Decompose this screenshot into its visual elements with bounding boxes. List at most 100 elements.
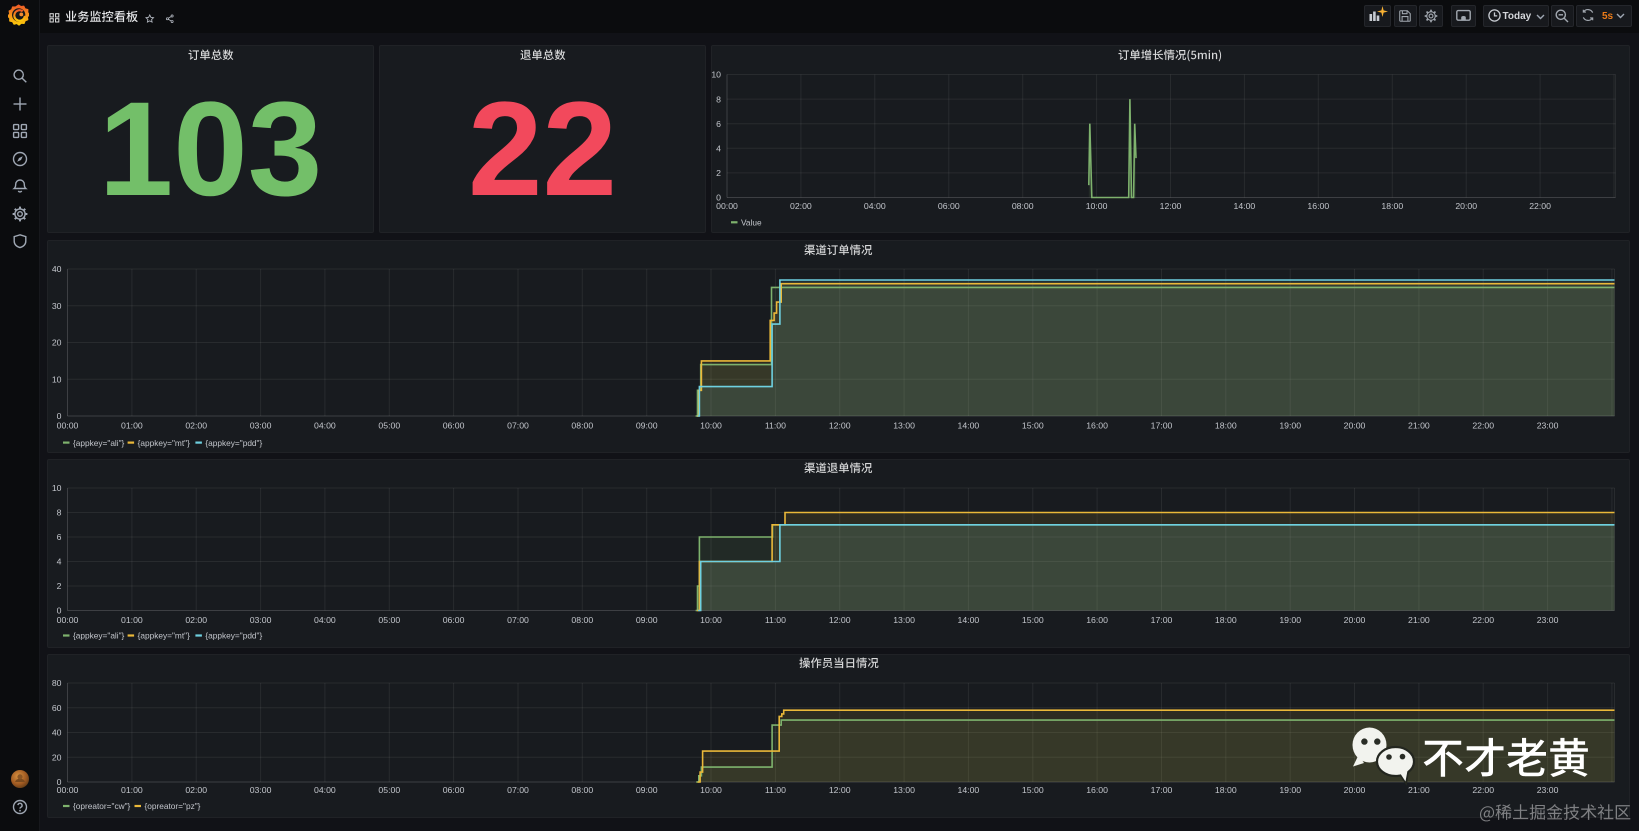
svg-text:16:00: 16:00 — [1086, 421, 1108, 431]
svg-text:20: 20 — [52, 338, 62, 348]
svg-text:02:00: 02:00 — [790, 201, 812, 211]
svg-text:02:00: 02:00 — [185, 421, 207, 431]
svg-text:6: 6 — [57, 532, 62, 542]
svg-text:17:00: 17:00 — [1151, 785, 1173, 795]
svg-text:20:00: 20:00 — [1344, 615, 1366, 625]
svg-text:16:00: 16:00 — [1086, 785, 1108, 795]
svg-text:11:00: 11:00 — [765, 421, 786, 431]
svg-text:09:00: 09:00 — [636, 615, 658, 625]
svg-text:18:00: 18:00 — [1215, 785, 1237, 795]
svg-text:14:00: 14:00 — [958, 615, 980, 625]
svg-text:4: 4 — [716, 144, 721, 154]
svg-text:08:00: 08:00 — [571, 421, 593, 431]
svg-text:19:00: 19:00 — [1279, 421, 1301, 431]
svg-text:10: 10 — [711, 70, 721, 80]
svg-text:18:00: 18:00 — [1215, 615, 1237, 625]
svg-text:07:00: 07:00 — [507, 421, 529, 431]
svg-text:0: 0 — [57, 606, 62, 616]
svg-text:6: 6 — [716, 119, 721, 129]
svg-text:03:00: 03:00 — [250, 615, 272, 625]
svg-text:01:00: 01:00 — [121, 785, 143, 795]
svg-text:60: 60 — [52, 703, 62, 713]
svg-text:10: 10 — [52, 483, 62, 493]
svg-text:15:00: 15:00 — [1022, 615, 1044, 625]
svg-text:0: 0 — [57, 777, 62, 787]
svg-text:12:00: 12:00 — [829, 785, 851, 795]
svg-text:16:00: 16:00 — [1086, 615, 1108, 625]
svg-text:01:00: 01:00 — [121, 615, 143, 625]
svg-text:14:00: 14:00 — [1234, 201, 1256, 211]
svg-text:00:00: 00:00 — [716, 201, 738, 211]
svg-text:{appkey="pdd"}: {appkey="pdd"} — [205, 631, 262, 641]
svg-text:03:00: 03:00 — [250, 785, 272, 795]
svg-text:0: 0 — [57, 411, 62, 421]
svg-text:21:00: 21:00 — [1408, 421, 1430, 431]
svg-text:Value: Value — [741, 218, 762, 228]
svg-text:2: 2 — [716, 168, 721, 178]
svg-text:22:00: 22:00 — [1472, 615, 1494, 625]
svg-text:16:00: 16:00 — [1307, 201, 1329, 211]
svg-text:06:00: 06:00 — [938, 201, 960, 211]
svg-text:21:00: 21:00 — [1408, 615, 1430, 625]
svg-text:06:00: 06:00 — [443, 785, 465, 795]
svg-text:30: 30 — [52, 301, 62, 311]
svg-text:02:00: 02:00 — [185, 785, 207, 795]
svg-text:20:00: 20:00 — [1344, 785, 1366, 795]
svg-text:18:00: 18:00 — [1215, 421, 1237, 431]
svg-text:00:00: 00:00 — [57, 785, 79, 795]
svg-text:05:00: 05:00 — [378, 615, 400, 625]
svg-text:14:00: 14:00 — [958, 421, 980, 431]
svg-text:10:00: 10:00 — [1086, 201, 1108, 211]
svg-text:21:00: 21:00 — [1408, 785, 1430, 795]
svg-text:2: 2 — [57, 581, 62, 591]
svg-text:13:00: 13:00 — [893, 785, 915, 795]
svg-text:{appkey="ali"}: {appkey="ali"} — [73, 631, 125, 641]
svg-text:10: 10 — [52, 374, 62, 384]
svg-text:19:00: 19:00 — [1279, 785, 1301, 795]
svg-text:06:00: 06:00 — [443, 615, 465, 625]
svg-text:40: 40 — [52, 728, 62, 738]
svg-text:14:00: 14:00 — [958, 785, 980, 795]
svg-text:12:00: 12:00 — [829, 615, 851, 625]
svg-text:23:00: 23:00 — [1537, 421, 1559, 431]
svg-text:8: 8 — [716, 94, 721, 104]
svg-text:8: 8 — [57, 508, 62, 518]
svg-text:0: 0 — [716, 193, 721, 203]
svg-text:23:00: 23:00 — [1537, 615, 1559, 625]
svg-text:20:00: 20:00 — [1344, 421, 1366, 431]
svg-text:17:00: 17:00 — [1151, 615, 1173, 625]
svg-text:13:00: 13:00 — [893, 615, 915, 625]
svg-text:00:00: 00:00 — [57, 615, 79, 625]
svg-text:10:00: 10:00 — [700, 785, 722, 795]
svg-text:07:00: 07:00 — [507, 785, 529, 795]
svg-text:09:00: 09:00 — [636, 785, 658, 795]
svg-text:01:00: 01:00 — [121, 421, 143, 431]
svg-text:11:00: 11:00 — [765, 785, 786, 795]
svg-text:08:00: 08:00 — [571, 615, 593, 625]
svg-text:05:00: 05:00 — [378, 421, 400, 431]
svg-text:19:00: 19:00 — [1279, 615, 1301, 625]
svg-text:22:00: 22:00 — [1529, 201, 1551, 211]
svg-text:03:00: 03:00 — [250, 421, 272, 431]
svg-text:05:00: 05:00 — [378, 785, 400, 795]
svg-text:{opreator="cw"}: {opreator="cw"} — [73, 801, 131, 811]
svg-text:10:00: 10:00 — [700, 615, 722, 625]
svg-text:04:00: 04:00 — [864, 201, 886, 211]
svg-text:11:00: 11:00 — [765, 615, 786, 625]
svg-text:17:00: 17:00 — [1151, 421, 1173, 431]
svg-text:08:00: 08:00 — [571, 785, 593, 795]
svg-text:00:00: 00:00 — [57, 421, 79, 431]
svg-text:{appkey="ali"}: {appkey="ali"} — [73, 438, 125, 448]
svg-text:06:00: 06:00 — [443, 421, 465, 431]
svg-text:13:00: 13:00 — [893, 421, 915, 431]
svg-text:02:00: 02:00 — [185, 615, 207, 625]
svg-text:08:00: 08:00 — [1012, 201, 1034, 211]
svg-text:20: 20 — [52, 753, 62, 763]
svg-text:{appkey="mt"}: {appkey="mt"} — [138, 631, 190, 641]
svg-text:80: 80 — [52, 678, 62, 688]
svg-text:07:00: 07:00 — [507, 615, 529, 625]
svg-text:04:00: 04:00 — [314, 615, 336, 625]
svg-text:09:00: 09:00 — [636, 421, 658, 431]
svg-text:15:00: 15:00 — [1022, 421, 1044, 431]
svg-text:10:00: 10:00 — [700, 421, 722, 431]
